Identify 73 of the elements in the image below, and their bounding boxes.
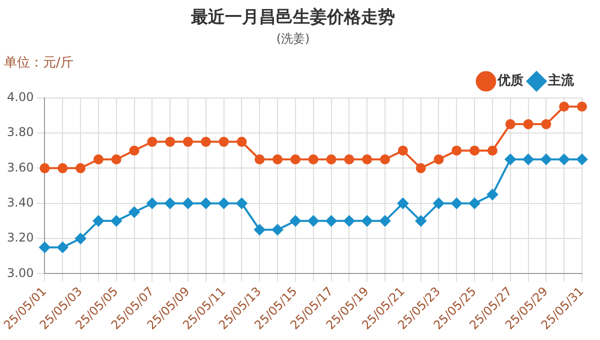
point (40, 163, 50, 174)
y-tick-label: 4.00 (7, 90, 34, 104)
point (344, 215, 355, 226)
point (218, 136, 229, 147)
y-tick-label: 3.40 (7, 195, 34, 210)
point (218, 198, 230, 209)
point (541, 119, 552, 130)
point (451, 198, 462, 209)
point (75, 233, 86, 244)
point (416, 163, 426, 174)
y-tick-label: 3.80 (7, 125, 34, 140)
point (290, 215, 301, 226)
point (504, 154, 516, 165)
point (469, 198, 480, 209)
point (129, 146, 140, 156)
point (540, 154, 552, 165)
point (236, 136, 247, 147)
point (200, 136, 211, 147)
y-axis-title: 单位：元/斤 (4, 55, 74, 70)
point (58, 163, 68, 174)
point (182, 198, 194, 209)
point (344, 154, 354, 164)
point (522, 154, 534, 165)
point (147, 136, 158, 147)
chart-subtitle: (洗姜) (276, 32, 310, 46)
point (397, 198, 408, 209)
point (398, 146, 408, 156)
point (362, 154, 372, 164)
point (326, 154, 336, 164)
point (93, 154, 104, 164)
point (470, 146, 480, 156)
point (577, 102, 587, 112)
point (92, 215, 104, 226)
point (559, 102, 570, 112)
point (111, 154, 122, 164)
point (254, 154, 265, 164)
point (523, 119, 534, 130)
point (39, 242, 50, 253)
point (200, 198, 212, 209)
point (415, 215, 426, 226)
point (182, 136, 193, 147)
y-tick-label: 3.20 (7, 230, 34, 245)
point (452, 146, 462, 156)
point (57, 242, 68, 253)
point (236, 198, 248, 209)
point (576, 154, 588, 165)
point (308, 154, 318, 164)
point (290, 154, 300, 164)
point (487, 146, 498, 156)
y-tick-label: 3.60 (7, 160, 34, 174)
point (486, 189, 498, 200)
point (164, 198, 176, 209)
point (379, 215, 390, 226)
legend-label: 优质 (496, 72, 524, 89)
point (558, 154, 570, 165)
point (505, 119, 516, 130)
point (362, 215, 373, 226)
legend-label: 主流 (547, 72, 575, 89)
point (380, 154, 390, 164)
chart-title: 最近一月昌邑生姜价格走势 (190, 6, 395, 28)
point (326, 215, 337, 226)
point (308, 215, 319, 226)
point (254, 224, 266, 236)
point (76, 163, 86, 174)
point (110, 215, 122, 226)
point (272, 224, 284, 236)
point (146, 198, 158, 209)
y-tick-label: 3.00 (7, 266, 34, 280)
point (165, 136, 176, 147)
point (272, 154, 283, 164)
point (434, 154, 444, 164)
point (128, 206, 140, 218)
point (433, 198, 444, 209)
